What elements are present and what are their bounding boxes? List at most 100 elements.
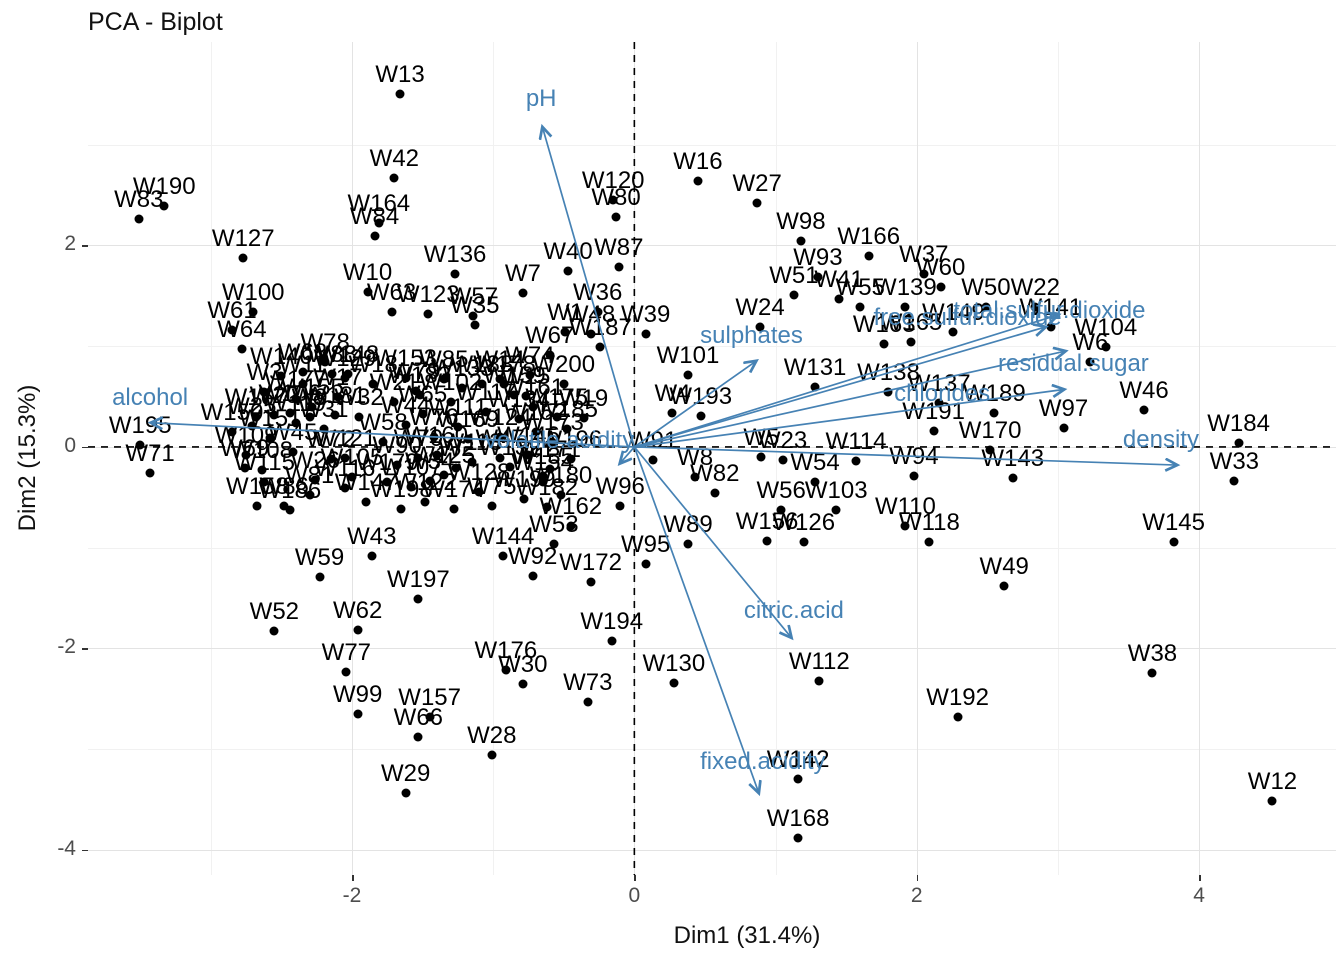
gridline-y-major bbox=[88, 245, 1336, 247]
point-label-W106: W106 bbox=[258, 379, 322, 407]
point-label-W164: W164 bbox=[347, 190, 411, 218]
point-label-W131: W131 bbox=[783, 354, 847, 382]
data-point-W177 bbox=[291, 394, 301, 404]
gridline-x-major bbox=[1199, 42, 1201, 875]
data-point-W122 bbox=[420, 497, 430, 507]
data-point-W105 bbox=[347, 472, 357, 482]
data-point-W146 bbox=[523, 450, 533, 460]
data-point-W118 bbox=[924, 537, 934, 547]
data-point-W193 bbox=[696, 411, 706, 421]
data-point-W100 bbox=[248, 307, 258, 317]
point-label-W110: W110 bbox=[874, 493, 936, 521]
point-label-W135: W135 bbox=[511, 443, 574, 471]
point-label-W105: W105 bbox=[320, 444, 384, 472]
data-point-W103 bbox=[831, 505, 841, 515]
data-point-W62 bbox=[353, 625, 363, 635]
point-label-W78: W78 bbox=[300, 329, 350, 357]
data-point-W9 bbox=[305, 412, 315, 422]
data-point-W183 bbox=[415, 390, 425, 400]
data-point-W41 bbox=[834, 294, 844, 304]
data-point-W78 bbox=[320, 357, 330, 367]
data-point-W70 bbox=[413, 453, 423, 463]
data-point-W153 bbox=[401, 373, 411, 383]
data-point-W154 bbox=[538, 477, 548, 487]
point-label-W89: W89 bbox=[663, 510, 713, 538]
data-point-W90 bbox=[392, 460, 402, 470]
variable-label-pH: pH bbox=[525, 85, 557, 113]
data-point-W81 bbox=[305, 490, 315, 500]
point-label-W71: W71 bbox=[125, 440, 175, 468]
data-point-W87 bbox=[614, 262, 624, 272]
data-point-W156 bbox=[762, 536, 772, 546]
data-point-W93 bbox=[813, 272, 823, 282]
variable-label-fixed.acidity: fixed.acidity bbox=[700, 748, 826, 776]
data-point-W35 bbox=[470, 320, 480, 330]
data-point-W32 bbox=[354, 412, 364, 422]
data-point-W170 bbox=[985, 445, 995, 455]
point-label-W176: W176 bbox=[474, 636, 538, 664]
point-label-W55: W55 bbox=[835, 273, 885, 301]
data-point-W123 bbox=[423, 309, 433, 319]
y-tick-mark bbox=[82, 446, 88, 449]
data-point-W109 bbox=[241, 450, 251, 460]
point-label-W98: W98 bbox=[776, 208, 826, 236]
point-label-W154: W154 bbox=[511, 449, 574, 477]
data-point-W158 bbox=[252, 501, 262, 511]
variable-label-chlorides: chlorides bbox=[894, 379, 991, 407]
point-label-W99: W99 bbox=[332, 680, 383, 708]
point-label-W18: W18 bbox=[348, 351, 398, 379]
data-point-W53 bbox=[549, 539, 559, 549]
x-tick-label: 4 bbox=[1193, 884, 1205, 907]
data-point-W21 bbox=[389, 397, 399, 407]
point-label-W50: W50 bbox=[961, 273, 1011, 301]
point-label-W179: W179 bbox=[355, 449, 419, 477]
point-label-W92: W92 bbox=[508, 542, 558, 570]
gridline-y-minor bbox=[88, 144, 1336, 146]
point-label-W114: W114 bbox=[825, 428, 887, 456]
data-point-W73 bbox=[583, 697, 593, 707]
data-point-W16 bbox=[693, 176, 703, 186]
data-point-W63 bbox=[387, 307, 397, 317]
data-point-W30 bbox=[518, 679, 528, 689]
point-label-W158: W158 bbox=[226, 473, 289, 501]
data-point-W29 bbox=[401, 788, 411, 798]
data-point-W140 bbox=[276, 371, 286, 381]
data-point-W2 bbox=[451, 463, 461, 473]
point-label-W127: W127 bbox=[211, 224, 275, 252]
data-point-W107 bbox=[406, 482, 416, 492]
data-point-W38 bbox=[1147, 668, 1157, 678]
data-point-W28 bbox=[487, 750, 497, 760]
point-label-W190: W190 bbox=[132, 173, 196, 201]
variable-label-alcohol: alcohol bbox=[112, 383, 189, 411]
data-point-W57 bbox=[468, 311, 478, 321]
data-point-W174 bbox=[449, 504, 459, 514]
data-point-W97 bbox=[1059, 423, 1069, 433]
point-label-W104: W104 bbox=[1074, 314, 1138, 342]
data-point-W108 bbox=[257, 465, 267, 475]
point-label-W118: W118 bbox=[898, 508, 960, 536]
data-point-W150 bbox=[227, 427, 237, 437]
point-label-W81: W81 bbox=[284, 462, 335, 490]
x-tick-mark bbox=[916, 875, 919, 881]
x-tick-mark bbox=[1199, 875, 1201, 881]
point-label-W183: W183 bbox=[388, 361, 452, 389]
point-label-W167: W167 bbox=[224, 383, 288, 411]
data-point-W96 bbox=[615, 501, 625, 511]
data-point-W54 bbox=[810, 477, 820, 487]
data-point-W195 bbox=[135, 440, 145, 450]
point-label-W57: W57 bbox=[448, 282, 499, 310]
point-label-W140: W140 bbox=[250, 343, 313, 371]
data-point-W7 bbox=[518, 288, 528, 298]
data-point-W132 bbox=[505, 462, 515, 472]
x-tick-label: -2 bbox=[342, 884, 362, 907]
point-label-W32: W32 bbox=[334, 383, 384, 411]
point-label-W188: W188 bbox=[450, 351, 514, 379]
data-point-W50 bbox=[981, 302, 991, 312]
point-label-W91: W91 bbox=[628, 427, 678, 454]
data-point-W198 bbox=[396, 504, 406, 514]
point-label-W112: W112 bbox=[788, 647, 850, 675]
x-tick-label: 0 bbox=[628, 884, 641, 907]
point-label-W12: W12 bbox=[1247, 768, 1298, 796]
data-point-W47 bbox=[495, 453, 505, 463]
data-point-W10 bbox=[363, 287, 373, 297]
